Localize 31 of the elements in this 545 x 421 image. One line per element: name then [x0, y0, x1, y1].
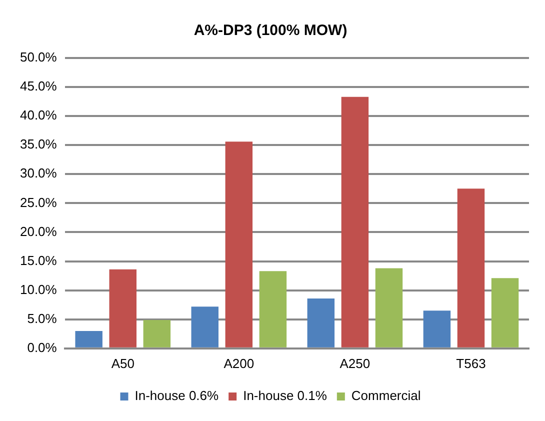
y-tick-label: 5.0%: [27, 310, 58, 326]
bar: [457, 188, 485, 348]
y-tick-label: 45.0%: [20, 78, 58, 94]
y-tick-label: 15.0%: [20, 252, 58, 268]
bar: [143, 320, 171, 348]
x-tick-label: A50: [111, 356, 134, 371]
y-tick-label: 40.0%: [20, 108, 58, 123]
bar: [75, 330, 102, 348]
y-tick-label: 30.0%: [20, 166, 58, 181]
y-tick-label: 20.0%: [20, 224, 58, 239]
bar: [491, 278, 519, 348]
y-tick-label: 50.0%: [20, 50, 58, 65]
x-tick-label: A200: [224, 356, 254, 371]
legend-label: In-house 0.6%: [134, 388, 220, 404]
y-tick-label: 35.0%: [20, 136, 58, 152]
chart-title: A%-DP3 (100% MOW): [194, 22, 348, 40]
bar: [259, 271, 287, 348]
bar: [225, 142, 253, 348]
bar: [423, 310, 451, 348]
legend-label: Commercial: [351, 388, 421, 404]
x-tick-label: A250: [340, 356, 370, 371]
y-tick-label: 0.0%: [27, 340, 58, 355]
y-tick-label: 25.0%: [20, 194, 58, 210]
bar: [341, 96, 369, 348]
x-tick-label: T563: [456, 356, 486, 371]
bar: [307, 298, 335, 348]
y-tick-label: 10.0%: [20, 282, 58, 297]
bar: [109, 269, 136, 348]
legend-label: In-house 0.1%: [243, 388, 328, 404]
bar: [191, 306, 218, 348]
bar: [375, 268, 403, 348]
